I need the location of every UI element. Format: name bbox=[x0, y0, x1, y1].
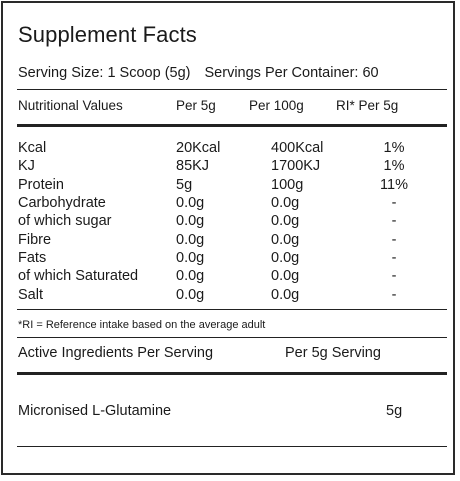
nutrient-name: Fibre bbox=[18, 232, 52, 248]
divider-table-bottom bbox=[17, 309, 447, 310]
active-header-amount: Per 5g Serving bbox=[285, 345, 381, 361]
nutrient-ri: - bbox=[391, 195, 397, 211]
nutrient-per-100g: 400Kcal bbox=[271, 140, 324, 156]
nutrient-per-100g: 0.0g bbox=[271, 195, 300, 211]
table-row: Carbohydrate 0.0g 0.0g - bbox=[3, 195, 453, 213]
nutrient-ri: - bbox=[391, 213, 397, 229]
nutrient-per-100g: 0.0g bbox=[271, 232, 300, 248]
servings-per-container: Servings Per Container: 60 bbox=[204, 65, 379, 81]
nutrient-name: of which sugar bbox=[18, 213, 112, 229]
nutrient-name: Kcal bbox=[18, 140, 47, 156]
divider-footnote bbox=[17, 337, 447, 338]
divider-top bbox=[17, 89, 447, 90]
header-per-100g: Per 100g bbox=[249, 98, 304, 113]
nutrient-name: of which Saturated bbox=[18, 268, 139, 284]
nutrient-per-100g: 100g bbox=[271, 177, 304, 193]
header-per-5g: Per 5g bbox=[176, 98, 216, 113]
nutrient-name: KJ bbox=[18, 158, 35, 174]
table-row: Salt 0.0g 0.0g - bbox=[3, 287, 453, 305]
nutrient-per-100g: 0.0g bbox=[271, 268, 300, 284]
nutrient-ri: - bbox=[391, 268, 397, 284]
ri-footnote: *RI = Reference intake based on the aver… bbox=[18, 319, 266, 331]
divider-header-thick bbox=[17, 124, 447, 127]
supplement-facts-panel: Supplement Facts Serving Size: 1 Scoop (… bbox=[1, 1, 455, 475]
serving-info: Serving Size: 1 Scoop (5g) Servings Per … bbox=[18, 65, 379, 81]
nutrient-ri: 1% bbox=[383, 140, 405, 156]
nutrient-name: Fats bbox=[18, 250, 47, 266]
nutrient-per-5g: 0.0g bbox=[176, 268, 205, 284]
active-header-label: Active Ingredients Per Serving bbox=[18, 345, 214, 361]
divider-active-thick bbox=[17, 372, 447, 375]
nutrient-ri: 1% bbox=[383, 158, 405, 174]
nutrient-name: Protein bbox=[18, 177, 64, 193]
table-row: Fats 0.0g 0.0g - bbox=[3, 250, 453, 268]
table-row: Protein 5g 100g 11% bbox=[3, 177, 453, 195]
panel-title: Supplement Facts bbox=[18, 22, 197, 47]
nutrient-per-5g: 85KJ bbox=[176, 158, 210, 174]
nutrient-per-5g: 0.0g bbox=[176, 213, 205, 229]
divider-bottom bbox=[17, 446, 447, 447]
table-row: Fibre 0.0g 0.0g - bbox=[3, 232, 453, 250]
nutrient-per-100g: 0.0g bbox=[271, 287, 300, 303]
nutrient-ri: 11% bbox=[380, 177, 408, 193]
nutrient-per-5g: 5g bbox=[176, 177, 193, 193]
nutrient-per-5g: 0.0g bbox=[176, 232, 205, 248]
serving-size: Serving Size: 1 Scoop (5g) bbox=[18, 65, 191, 81]
table-row: of which sugar 0.0g 0.0g - bbox=[3, 213, 453, 231]
nutrient-ri: - bbox=[391, 250, 397, 266]
nutrient-per-5g: 0.0g bbox=[176, 250, 205, 266]
nutrient-per-100g: 0.0g bbox=[271, 213, 300, 229]
nutrient-ri: - bbox=[391, 287, 397, 303]
nutrient-name: Salt bbox=[18, 287, 43, 303]
ingredient-name: Micronised L-Glutamine bbox=[18, 403, 172, 419]
ingredient-amount: 5g bbox=[386, 403, 403, 419]
nutrient-name: Carbohydrate bbox=[18, 195, 106, 211]
nutrient-per-5g: 20Kcal bbox=[176, 140, 221, 156]
table-row: Kcal 20Kcal 400Kcal 1% bbox=[3, 140, 453, 158]
nutrient-per-5g: 0.0g bbox=[176, 287, 205, 303]
nutrient-per-100g: 0.0g bbox=[271, 250, 300, 266]
nutrient-per-100g: 1700KJ bbox=[271, 158, 321, 174]
header-ri: RI* Per 5g bbox=[336, 98, 399, 113]
table-row: of which Saturated 0.0g 0.0g - bbox=[3, 268, 453, 286]
table-row: KJ 85KJ 1700KJ 1% bbox=[3, 158, 453, 176]
nutrient-per-5g: 0.0g bbox=[176, 195, 205, 211]
nutrient-ri: - bbox=[391, 232, 397, 248]
header-nutritional-values: Nutritional Values bbox=[18, 98, 123, 113]
